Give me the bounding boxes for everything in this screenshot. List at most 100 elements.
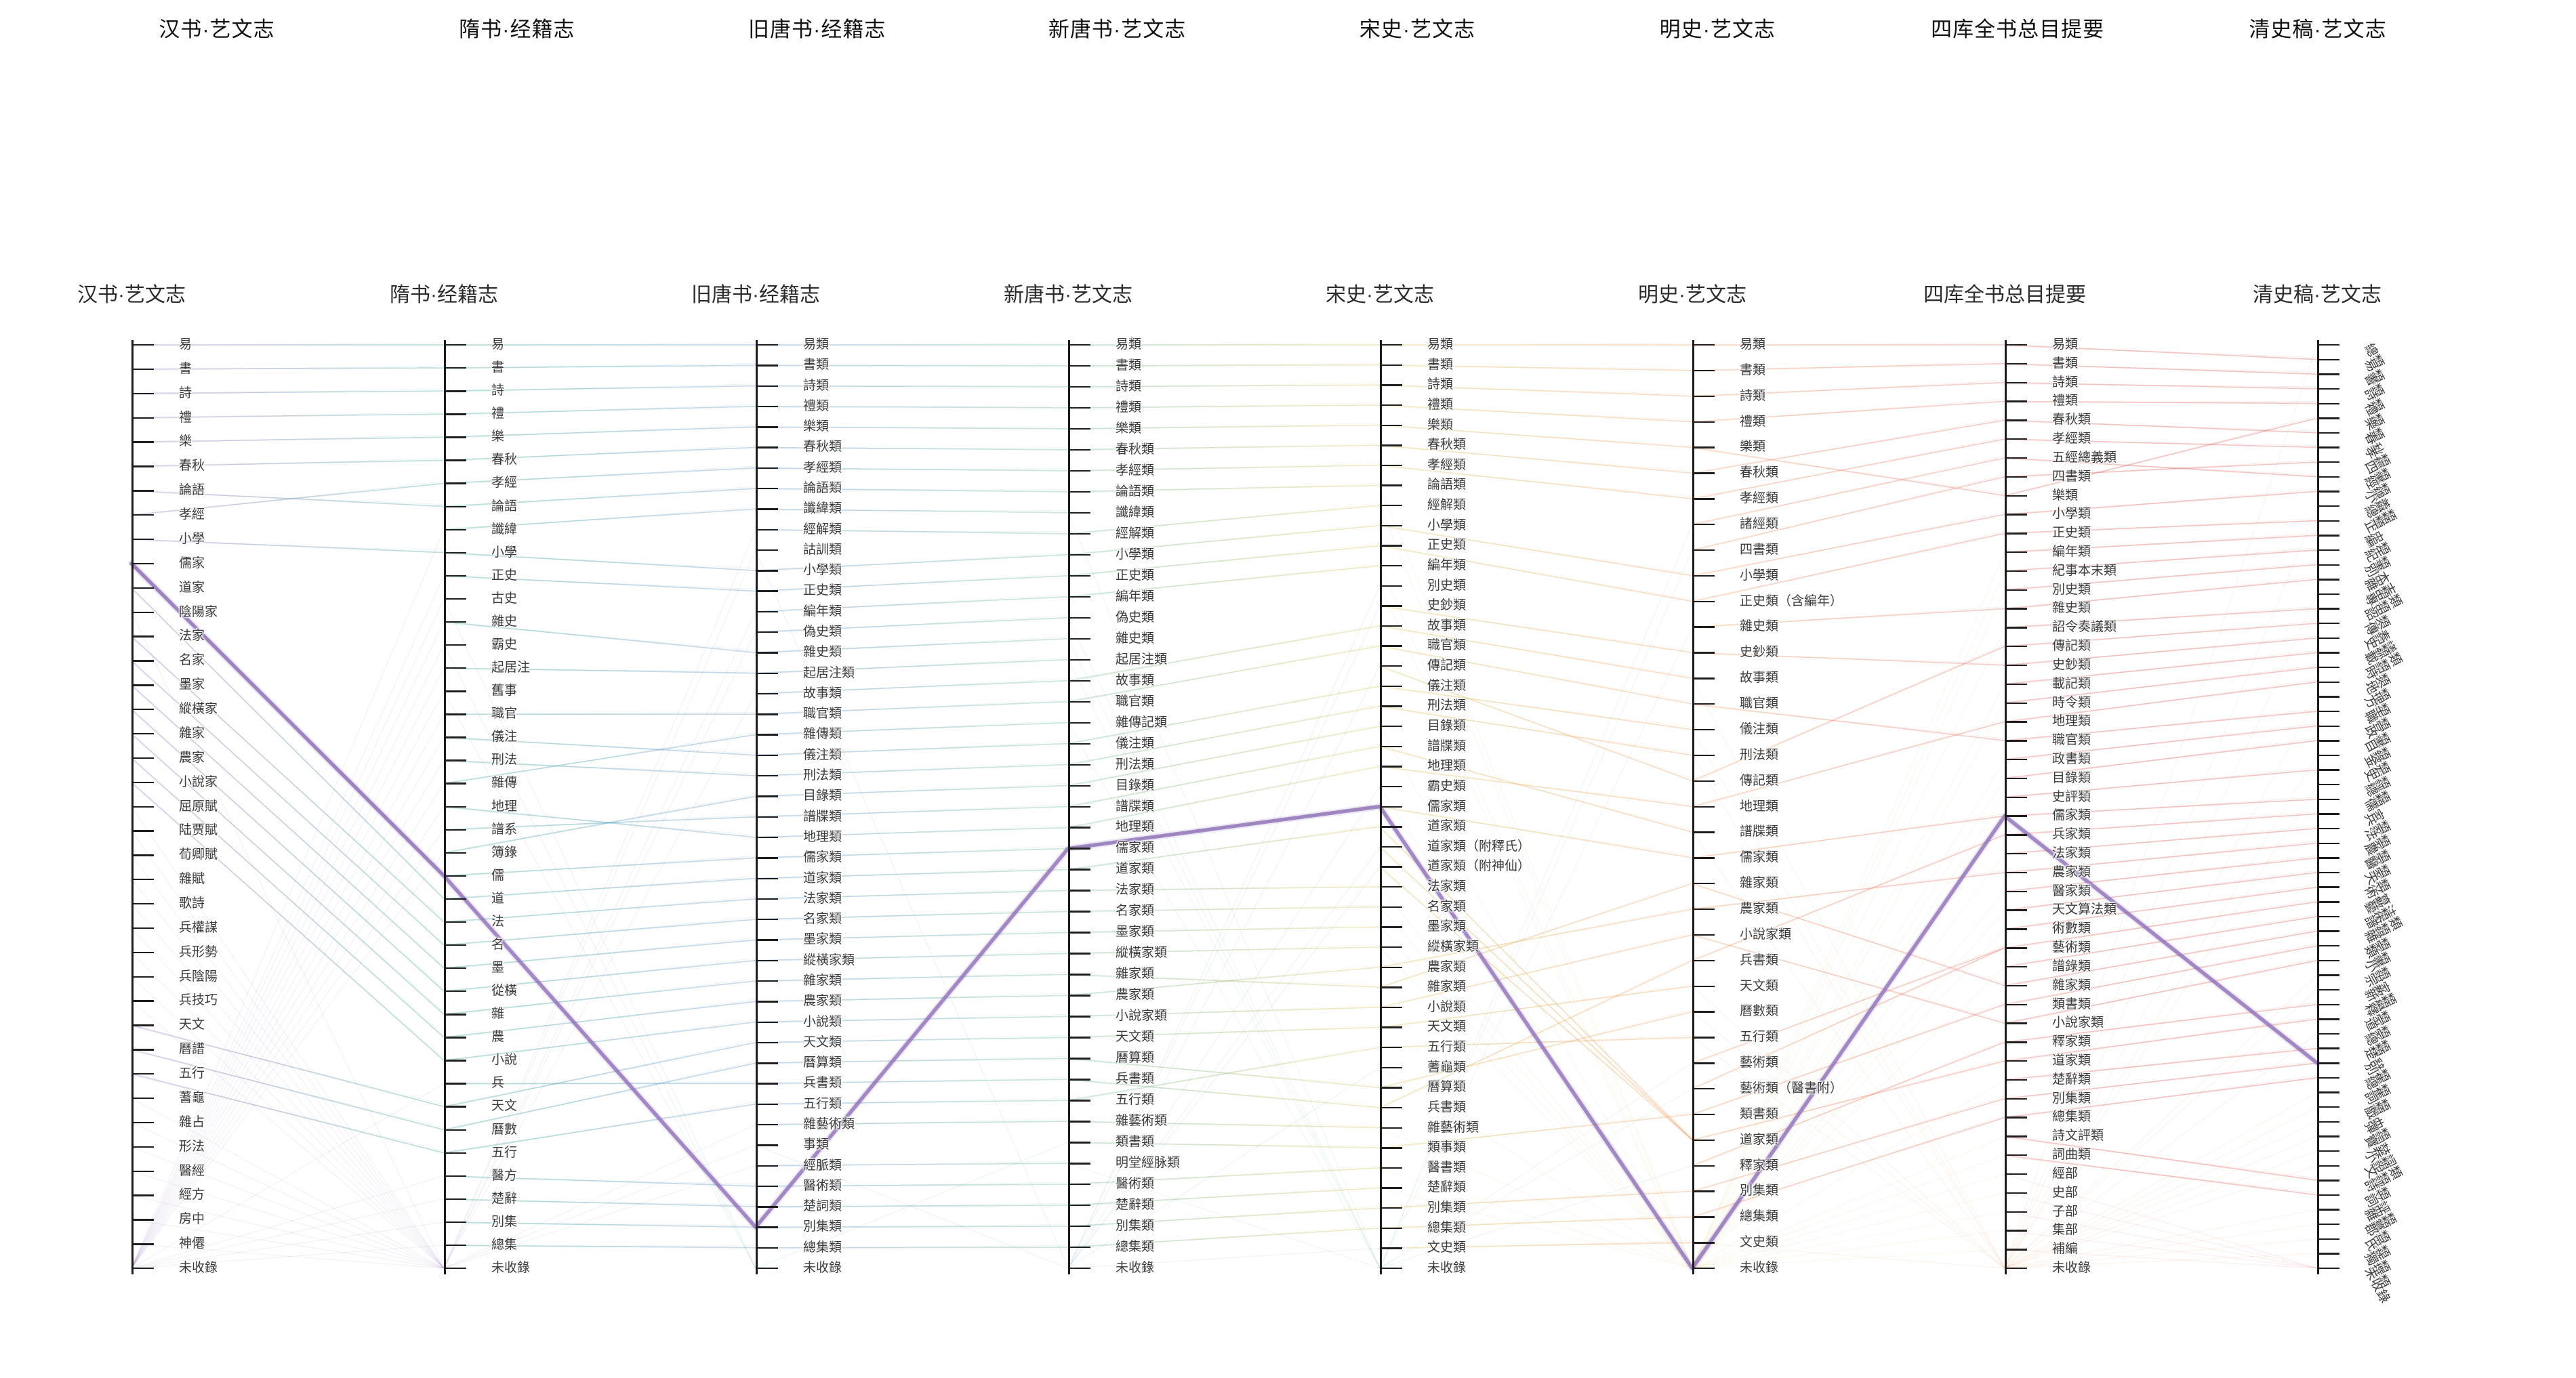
category-label[interactable]: 書類 (1740, 362, 1766, 377)
category-label[interactable]: 職官類 (803, 707, 842, 722)
category-label[interactable]: 小說家類 (2052, 1016, 2104, 1030)
category-label[interactable]: 載記類 (2052, 676, 2091, 691)
category-label[interactable]: 刑法類 (1116, 757, 1155, 772)
category-label[interactable]: 易類 (1116, 337, 1142, 352)
category-label[interactable]: 農家類 (2052, 864, 2091, 879)
category-label[interactable]: 春秋類 (1427, 438, 1467, 453)
category-label[interactable]: 編年類 (2052, 544, 2091, 559)
category-label[interactable]: 故事類 (1740, 671, 1779, 686)
category-label[interactable]: 孝經類 (1740, 491, 1779, 506)
category-label[interactable]: 雜史類 (803, 645, 842, 660)
category-label[interactable]: 孝經類 (2052, 432, 2091, 446)
top-tab-8[interactable]: 清史稿·艺文志 (2249, 18, 2387, 41)
category-label[interactable]: 兵家類 (2052, 827, 2091, 842)
category-label[interactable]: 偽史類 (803, 625, 842, 640)
category-label[interactable]: 詩類 (2052, 375, 2079, 390)
category-label[interactable]: 釋家類 (1740, 1158, 1779, 1173)
category-label[interactable]: 春秋類 (1740, 465, 1779, 480)
category-label[interactable]: 別史類 (2052, 582, 2091, 597)
category-label[interactable]: 小學 (179, 531, 205, 546)
category-label[interactable]: 儀注類 (1116, 736, 1155, 751)
category-label[interactable]: 儒家 (179, 556, 205, 570)
category-label[interactable]: 編年類 (803, 604, 842, 619)
category-label[interactable]: 儀注類 (1427, 678, 1467, 693)
category-label[interactable]: 縱橫家類 (1116, 946, 1168, 961)
category-label[interactable]: 春秋 (179, 459, 205, 474)
category-label[interactable]: 名家類 (1116, 904, 1155, 919)
category-label[interactable]: 農家 (179, 750, 205, 765)
category-label[interactable]: 小說類 (1427, 999, 1467, 1014)
category-label[interactable]: 小說家類 (1740, 927, 1792, 942)
category-label[interactable]: 事類 (803, 1137, 830, 1152)
category-label[interactable]: 蓍龜 (179, 1090, 205, 1105)
category-label[interactable]: 諸經類 (1740, 517, 1779, 532)
category-label[interactable]: 孝經 (179, 507, 205, 522)
category-label[interactable]: 書類 (2052, 356, 2079, 371)
category-label[interactable]: 道家類 (1116, 862, 1155, 877)
category-label[interactable]: 術數類 (2052, 921, 2091, 936)
category-label[interactable]: 五行 (491, 1145, 518, 1160)
category-label[interactable]: 總集類 (1427, 1220, 1467, 1235)
category-label[interactable]: 法家類 (1116, 883, 1155, 898)
category-label[interactable]: 法家類 (803, 891, 842, 906)
category-label[interactable]: 地理類 (803, 829, 842, 844)
category-label[interactable]: 讖緯類 (1116, 505, 1155, 520)
category-label[interactable]: 正史類 (1427, 538, 1467, 553)
category-label[interactable]: 墨家類 (803, 932, 842, 947)
category-label[interactable]: 易類 (803, 337, 830, 352)
category-label[interactable]: 道家類（附釋氏） (1427, 839, 1531, 854)
category-label[interactable]: 史鈔類 (1740, 645, 1779, 660)
category-label[interactable]: 五行 (179, 1066, 205, 1081)
category-label[interactable]: 四書類 (1740, 542, 1779, 557)
category-label[interactable]: 明堂經脉類 (1116, 1156, 1181, 1171)
category-label[interactable]: 兵 (491, 1076, 505, 1091)
category-label[interactable]: 楚詞類 (803, 1199, 842, 1214)
category-label[interactable]: 正史 (491, 568, 518, 583)
category-label[interactable]: 醫家類 (2052, 883, 2091, 898)
category-label[interactable]: 詩 (491, 383, 505, 398)
category-label[interactable]: 道家類 (1427, 819, 1467, 834)
category-label[interactable]: 墨家類 (1427, 919, 1467, 934)
category-label[interactable]: 墨家類 (1116, 925, 1155, 940)
category-label[interactable]: 房中 (179, 1212, 205, 1227)
top-tab-6[interactable]: 明史·艺文志 (1659, 18, 1776, 41)
category-label[interactable]: 刑法類 (1740, 747, 1779, 762)
category-label[interactable]: 從橫 (491, 984, 518, 999)
category-label[interactable]: 史部 (2052, 1185, 2079, 1200)
category-label[interactable]: 縱橫家類 (803, 953, 855, 967)
category-label[interactable]: 文史類 (1740, 1235, 1779, 1250)
category-label[interactable]: 偽史類 (1116, 610, 1155, 625)
category-label[interactable]: 地理類 (1116, 820, 1155, 835)
category-label[interactable]: 總集類 (1116, 1240, 1155, 1255)
category-label[interactable]: 農家類 (803, 994, 842, 1009)
category-label[interactable]: 刑法類 (1427, 698, 1467, 713)
category-label[interactable]: 法家類 (1427, 879, 1467, 894)
category-label[interactable]: 書類 (1427, 357, 1454, 372)
category-label[interactable]: 五行類 (1740, 1030, 1779, 1045)
highlighted-path[interactable] (129, 562, 2319, 1270)
category-label[interactable]: 起居注類 (803, 665, 855, 680)
category-label[interactable]: 正史類 (2052, 526, 2091, 541)
category-label[interactable]: 未收錄 (1740, 1261, 1779, 1275)
category-label[interactable]: 雜家類 (803, 973, 842, 988)
category-label[interactable]: 編年類 (1116, 589, 1155, 604)
category-label[interactable]: 藝術類 (1740, 1056, 1779, 1070)
category-label[interactable]: 五行類 (803, 1096, 842, 1111)
category-label[interactable]: 故事類 (803, 686, 842, 701)
category-label[interactable]: 論語類 (803, 481, 842, 496)
category-label[interactable]: 農家類 (1116, 988, 1155, 1003)
category-label[interactable]: 禮類 (1427, 397, 1454, 412)
category-label[interactable]: 譜牒類 (803, 809, 842, 824)
category-label[interactable]: 雜家 (179, 726, 205, 740)
category-label[interactable]: 紀事本末類 (2052, 563, 2117, 578)
category-label[interactable]: 經解類 (1116, 526, 1155, 541)
category-label[interactable]: 春秋類 (803, 440, 842, 455)
category-label[interactable]: 道家類（附神仙） (1427, 859, 1531, 874)
category-label[interactable]: 別集 (491, 1214, 518, 1229)
category-label[interactable]: 譜錄類 (2052, 959, 2091, 974)
category-label[interactable]: 正史類 (1116, 568, 1155, 583)
category-label[interactable]: 儒家類 (803, 850, 842, 865)
category-label[interactable]: 雜藝術類 (1427, 1120, 1479, 1135)
category-label[interactable]: 刑法類 (803, 768, 842, 783)
category-label[interactable]: 易 (179, 337, 192, 352)
